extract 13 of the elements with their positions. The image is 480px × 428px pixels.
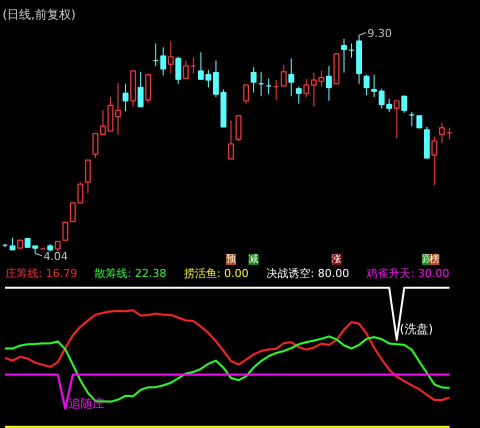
annotation: 4.04 (43, 250, 68, 264)
text: 散筹线: 22.38 (94, 267, 166, 280)
series-label: 决战诱空: 80.00 (266, 267, 350, 280)
chart-title: (日线,前复权) (2, 8, 76, 22)
text: 鸡雀升天: 30.00 (366, 267, 450, 280)
text: 涨 (331, 253, 342, 266)
text: 减 (248, 253, 259, 266)
annotation: 9.30 (367, 27, 392, 40)
text: 榜 (429, 253, 440, 266)
text: 捞活鱼: 0.00 (184, 267, 249, 280)
text: 庄筹线: 16.79 (6, 267, 78, 280)
annotation: (洗盘) (400, 322, 434, 336)
text: 预 (226, 254, 236, 266)
